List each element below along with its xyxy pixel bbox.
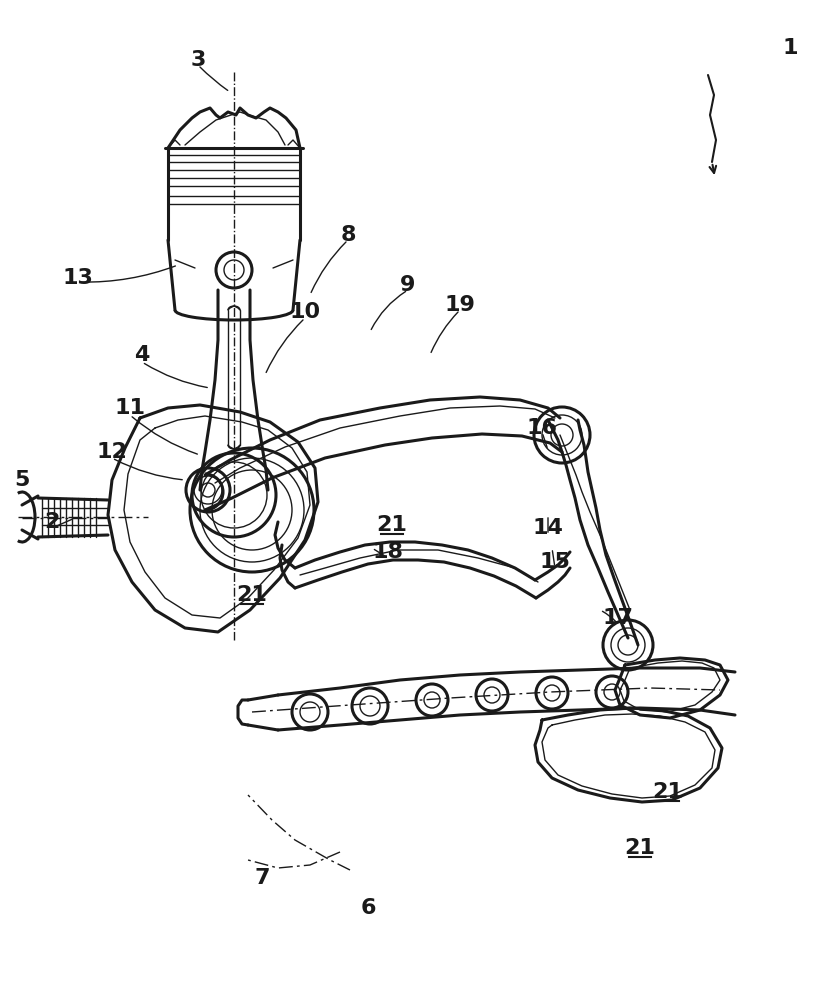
Text: 9: 9: [400, 275, 416, 295]
Polygon shape: [108, 405, 318, 632]
Polygon shape: [168, 148, 300, 315]
Text: 21: 21: [237, 585, 267, 605]
Text: 7: 7: [254, 868, 270, 888]
Text: 13: 13: [63, 268, 93, 288]
Text: 5: 5: [14, 470, 30, 490]
Text: 8: 8: [340, 225, 356, 245]
Text: 18: 18: [372, 542, 404, 562]
Polygon shape: [278, 668, 735, 730]
Text: 19: 19: [445, 295, 476, 315]
Text: 15: 15: [539, 552, 571, 572]
Text: 16: 16: [527, 418, 557, 438]
Text: 11: 11: [114, 398, 146, 418]
Text: 14: 14: [533, 518, 563, 538]
Text: 21: 21: [624, 838, 656, 858]
Text: 17: 17: [603, 608, 633, 628]
Text: 4: 4: [134, 345, 150, 365]
Text: 10: 10: [289, 302, 321, 322]
Text: 12: 12: [97, 442, 127, 462]
Text: 3: 3: [190, 50, 206, 70]
Polygon shape: [535, 708, 722, 802]
Polygon shape: [615, 658, 728, 718]
Text: 21: 21: [376, 515, 408, 535]
Text: 6: 6: [361, 898, 375, 918]
Text: 2: 2: [45, 512, 60, 532]
Text: 21: 21: [653, 782, 683, 802]
Text: 1: 1: [782, 38, 798, 58]
